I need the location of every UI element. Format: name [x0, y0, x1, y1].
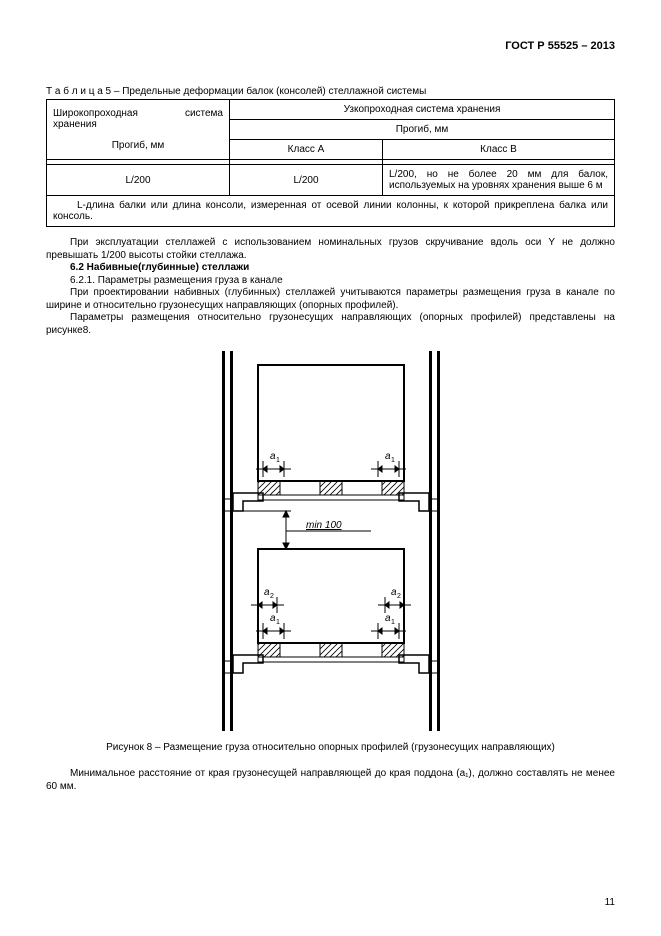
svg-text:1: 1: [391, 457, 395, 464]
svg-text:2: 2: [270, 593, 274, 600]
figure-8-caption: Рисунок 8 – Размещение груза относительн…: [86, 741, 575, 754]
val-wide: L/200: [47, 165, 230, 196]
para-design: При проектировании набивных (глубинных) …: [46, 287, 615, 312]
table-number: Т а б л и ц а 5: [46, 86, 111, 97]
para-min-distance: Минимальное расстояние от края грузонесу…: [46, 768, 615, 793]
svg-text:1: 1: [276, 619, 280, 626]
figure-8: a1 a1 min 100: [216, 351, 446, 731]
class-a-header: Класс А: [230, 140, 383, 160]
val-b: L/200, но не более 20 мм для балок, испо…: [383, 165, 615, 196]
svg-text:1: 1: [391, 619, 395, 626]
label-min-100: min 100: [306, 520, 342, 531]
para-fig-ref: Параметры размещения относительно грузон…: [46, 312, 615, 337]
col-narrow-header: Узкопроходная система хранения: [230, 100, 615, 120]
class-b-header: Класс В: [383, 140, 615, 160]
table-caption: Т а б л и ц а 5 – Предельные деформации …: [46, 86, 615, 97]
page-number: 11: [605, 897, 615, 908]
col-wide-header: Широкопроходнаясистема хранения Прогиб, …: [47, 100, 230, 160]
val-a: L/200: [230, 165, 383, 196]
para-twist: При эксплуатации стеллажей с использован…: [46, 237, 615, 262]
table-title: – Предельные деформации балок (консолей)…: [111, 86, 426, 97]
table-5: Широкопроходнаясистема хранения Прогиб, …: [46, 99, 615, 227]
svg-text:2: 2: [397, 593, 401, 600]
heading-6-2-1: 6.2.1. Параметры размещения груза в кана…: [46, 275, 615, 288]
progib-wide: Прогиб, мм: [53, 140, 223, 151]
doc-id-header: ГОСТ Р 55525 – 2013: [46, 40, 615, 52]
svg-text:1: 1: [276, 457, 280, 464]
progib-narrow: Прогиб, мм: [230, 120, 615, 140]
table-note: L-длина балки или длина консоли, измерен…: [47, 196, 615, 227]
heading-6-2: 6.2 Набивные(глубинные) стеллажи: [46, 262, 615, 275]
